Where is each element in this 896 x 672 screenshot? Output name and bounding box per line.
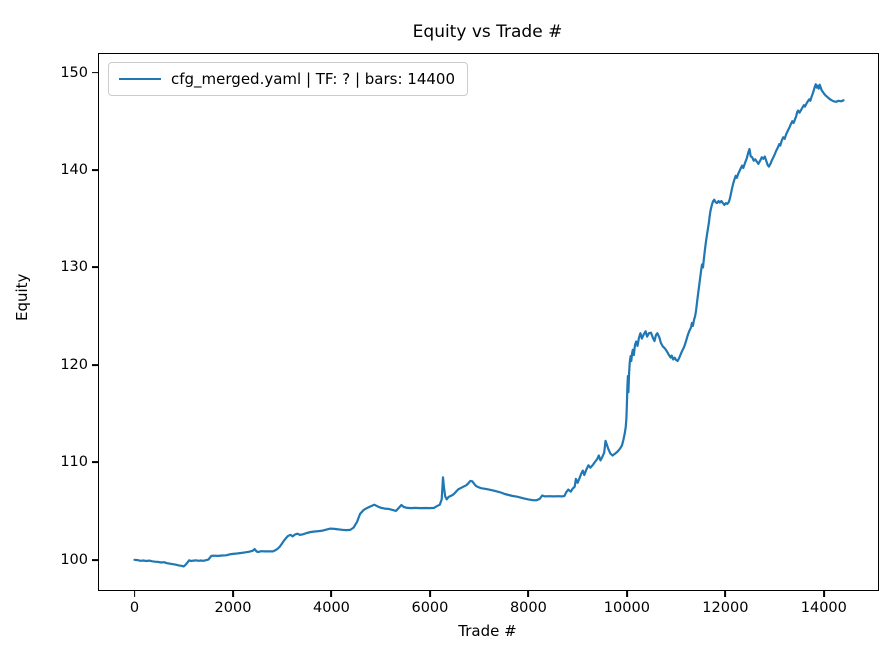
- x-tick-label: 4000: [313, 600, 350, 616]
- x-tick-mark: [429, 590, 431, 597]
- y-tick-label: 120: [60, 356, 88, 373]
- y-tick-mark: [92, 71, 99, 74]
- x-tick-mark: [822, 590, 825, 597]
- x-tick-label: 2000: [214, 600, 252, 616]
- y-tick-mark: [92, 169, 99, 171]
- y-tick-label: 150: [60, 64, 88, 81]
- y-tick-label: 110: [60, 454, 88, 471]
- legend: cfg_merged.yaml | TF: ? | bars: 14400: [108, 62, 469, 96]
- x-tick-mark: [133, 590, 136, 597]
- legend-line-sample: [119, 78, 161, 80]
- x-tick-mark: [724, 590, 727, 597]
- equity-line-chart: [133, 83, 845, 568]
- x-tick-mark: [330, 590, 333, 597]
- y-tick-mark: [92, 461, 99, 464]
- y-tick-label: 130: [60, 259, 88, 276]
- y-tick-mark: [92, 266, 99, 269]
- x-tick-label: 14000: [800, 600, 847, 616]
- y-axis-label-container: Equity: [0, 0, 31, 672]
- y-tick-label: 100: [60, 551, 88, 568]
- legend-label: cfg_merged.yaml | TF: ? | bars: 14400: [171, 70, 456, 88]
- y-tick-label: 140: [60, 161, 88, 178]
- x-tick-label: 8000: [509, 600, 547, 616]
- x-tick-label: 6000: [411, 600, 449, 616]
- x-tick-label: 10000: [603, 600, 650, 616]
- x-tick-mark: [625, 590, 628, 597]
- plot-area: 0 2000 4000 6000 8000 10000 12000 14000 100 110 1…: [60, 53, 879, 616]
- y-tick-mark: [92, 363, 99, 366]
- x-tick-label: 12000: [702, 600, 749, 616]
- x-tick-label: 0: [129, 600, 140, 616]
- x-tick-mark: [527, 590, 530, 597]
- y-axis-label: Equity: [13, 273, 31, 321]
- equity-line: [133, 83, 845, 568]
- plot-title: Equity vs Trade #: [412, 22, 563, 42]
- x-axis-label: Trade #: [458, 622, 517, 640]
- x-tick-mark: [232, 590, 234, 597]
- y-tick-mark: [92, 558, 99, 561]
